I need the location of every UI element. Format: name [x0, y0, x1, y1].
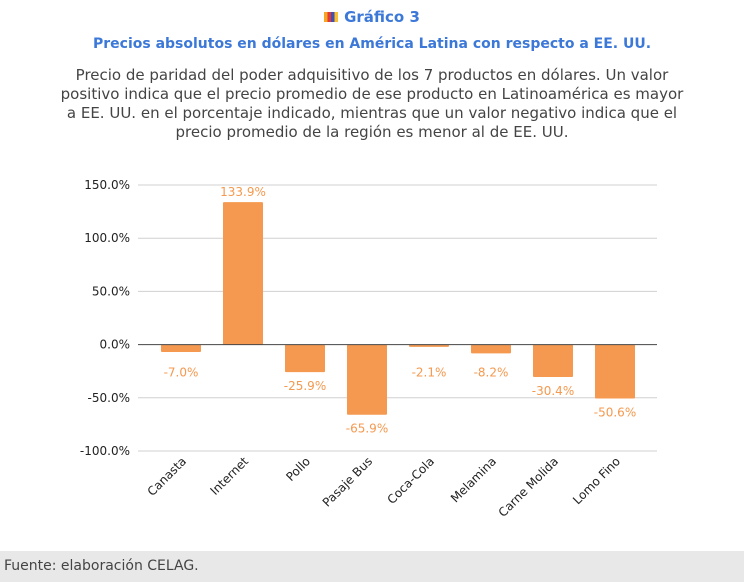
- bar: [285, 344, 325, 373]
- bar: [223, 202, 263, 345]
- data-label: -30.4%: [532, 384, 574, 398]
- y-tick-label: 0.0%: [100, 338, 131, 352]
- data-label: -7.0%: [164, 366, 199, 380]
- data-label: -50.6%: [594, 405, 636, 419]
- source-note: Fuente: elaboración CELAG.: [0, 551, 744, 582]
- x-tick-label: Canasta: [145, 454, 190, 499]
- bar: [409, 344, 449, 347]
- logo-icon: [324, 12, 339, 22]
- x-tick-label: Melamina: [448, 454, 499, 505]
- y-tick-label: -100.0%: [80, 444, 130, 458]
- chart-description: Precio de paridad del poder adquisitivo …: [60, 66, 684, 141]
- chart-label: Gráfico 3: [344, 8, 420, 26]
- chart-title: Precios absolutos en dólares en América …: [92, 36, 652, 52]
- x-tick-label: Lomo Fino: [570, 454, 623, 507]
- y-tick-label: 100.0%: [84, 231, 130, 245]
- data-label: 133.9%: [220, 185, 266, 199]
- data-label: -2.1%: [412, 366, 447, 380]
- bar-chart: 150.0% 100.0% 50.0% 0.0% -50.0% -100.0% -7.0% C…: [80, 178, 657, 520]
- bar: [533, 344, 573, 377]
- data-label: -25.9%: [284, 379, 326, 393]
- x-tick-label: Carne Molida: [496, 454, 561, 519]
- bar: [595, 344, 635, 399]
- x-tick-label: Pollo: [283, 454, 313, 484]
- bar: [471, 344, 511, 354]
- x-tick-label: Pasaje Bus: [320, 454, 375, 509]
- data-label: -8.2%: [474, 366, 509, 380]
- chart-number: Gráfico 3: [0, 8, 744, 26]
- x-tick-label: Coca-Cola: [384, 454, 437, 507]
- y-tick-label: 50.0%: [92, 284, 130, 298]
- bar: [347, 344, 387, 415]
- y-tick-label: 150.0%: [84, 178, 130, 192]
- y-tick-label: -50.0%: [88, 391, 130, 405]
- data-label: -65.9%: [346, 422, 388, 436]
- x-tick-label: Internet: [208, 454, 252, 498]
- bar: [161, 344, 201, 353]
